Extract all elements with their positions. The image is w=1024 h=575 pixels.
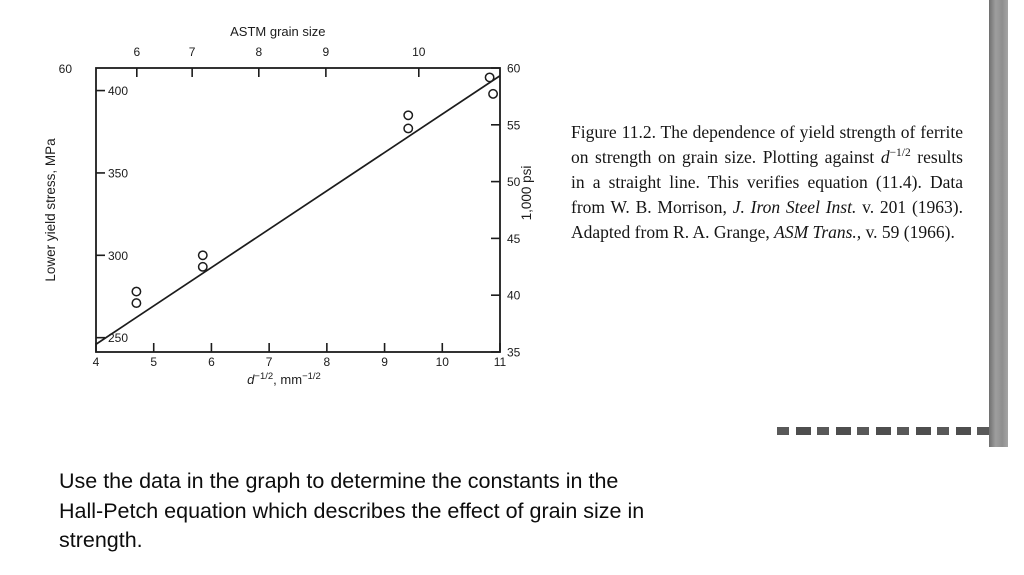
svg-text:60: 60	[507, 62, 521, 76]
svg-text:7: 7	[266, 355, 273, 369]
svg-text:8: 8	[255, 45, 262, 59]
svg-text:40: 40	[507, 289, 521, 303]
caption-segment: −1/2	[889, 147, 911, 160]
svg-text:250: 250	[108, 331, 128, 345]
question-line: Use the data in the graph to determine t…	[59, 469, 619, 493]
svg-text:7: 7	[189, 45, 196, 59]
svg-text:6: 6	[133, 45, 140, 59]
svg-text:11: 11	[494, 355, 507, 369]
svg-text:400: 400	[108, 84, 128, 98]
svg-text:d−1/2, mm−1/2: d−1/2, mm−1/2	[247, 371, 321, 387]
svg-text:1,000 psi: 1,000 psi	[519, 166, 534, 221]
svg-text:8: 8	[324, 355, 331, 369]
question-text: Use the data in the graph to determine t…	[59, 467, 644, 556]
scan-edge-strip	[989, 0, 1008, 447]
svg-text:55: 55	[507, 118, 521, 132]
question-line: Hall-Petch equation which describes the …	[59, 498, 645, 523]
caption-segment: d	[880, 147, 890, 167]
question-line: strength.	[59, 528, 143, 552]
figure-caption: Figure 11.2. The dependence of yield str…	[571, 120, 963, 245]
svg-text:10: 10	[436, 355, 450, 369]
svg-text:5: 5	[150, 355, 157, 369]
chart-svg: 400 350 300 250 60 Lower yield stress, MPa 60 5…	[43, 24, 534, 387]
svg-text:10: 10	[412, 45, 426, 59]
caption-segment: Figure 11.2. The dependence of yield str…	[571, 122, 963, 167]
caption-segment: v. 59 (1966).	[861, 222, 955, 242]
svg-text:4: 4	[93, 355, 100, 369]
svg-text:300: 300	[108, 249, 128, 263]
caption-segment: J. Iron Steel Inst.	[732, 197, 857, 217]
svg-text:6: 6	[208, 355, 215, 369]
svg-text:60: 60	[59, 62, 73, 76]
caption-segment: v. 201 (1963). Adapted from R. A. Grange…	[571, 197, 963, 242]
scan-cut-text-artifact	[777, 427, 989, 435]
svg-text:350: 350	[108, 166, 128, 180]
caption-segment: ASM Trans.,	[774, 222, 862, 242]
svg-text:50: 50	[507, 175, 521, 189]
svg-text:9: 9	[323, 45, 330, 59]
figure-chart: 400 350 300 250 60 Lower yield stress, MPa 60 5…	[30, 5, 575, 407]
svg-text:ASTM grain size: ASTM grain size	[230, 24, 325, 39]
svg-text:35: 35	[507, 345, 521, 359]
svg-text:Lower yield stress, MPa: Lower yield stress, MPa	[43, 138, 58, 282]
svg-text:9: 9	[381, 355, 388, 369]
svg-text:45: 45	[507, 232, 521, 246]
caption-segment: results in a straight line. This verifie…	[571, 147, 963, 217]
